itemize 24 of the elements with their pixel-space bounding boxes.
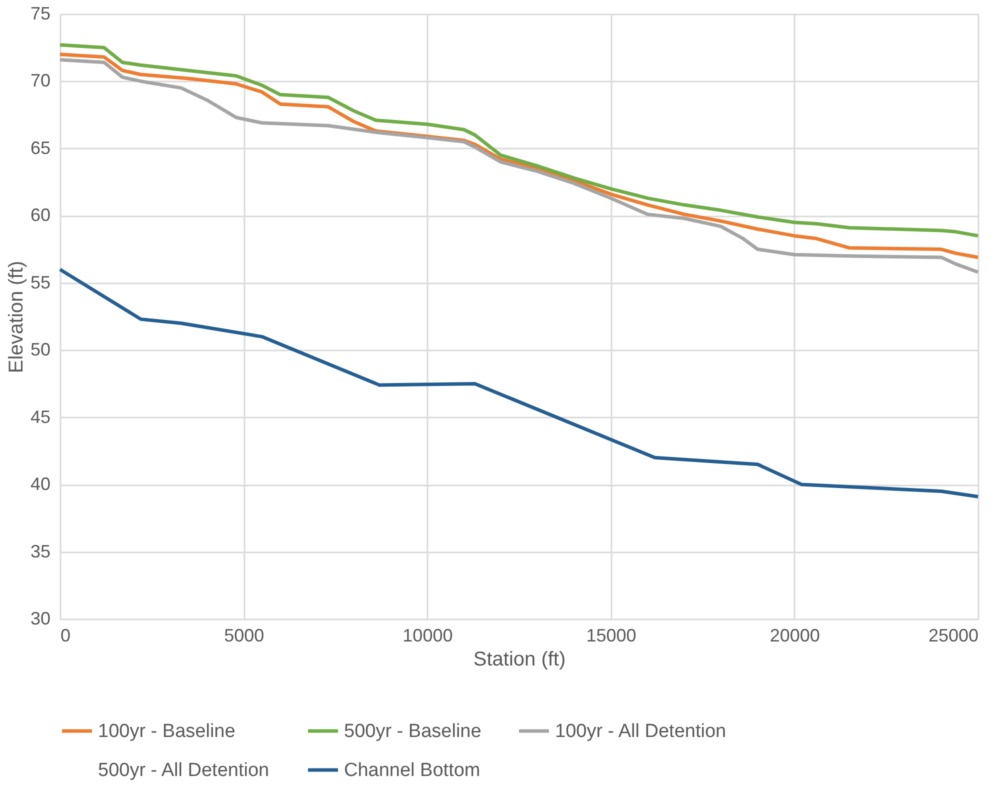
x-tick-label: 15000 bbox=[586, 626, 636, 646]
y-tick-label: 60 bbox=[30, 205, 50, 226]
x-tick-label: 0 bbox=[60, 626, 71, 646]
x-tick-label: 25000 bbox=[928, 626, 978, 646]
x-tick-label: 10000 bbox=[402, 626, 453, 646]
legend-label: 500yr - Baseline bbox=[344, 721, 482, 742]
y-tick-label: 70 bbox=[30, 70, 50, 91]
y-tick-label: 45 bbox=[30, 406, 50, 427]
x-tick-label: 20000 bbox=[770, 626, 820, 646]
y-tick-label: 75 bbox=[30, 4, 50, 24]
y-axis-title: Elevation (ft) bbox=[5, 260, 28, 374]
legend-label: 100yr - Baseline bbox=[98, 721, 236, 742]
y-tick-label: 30 bbox=[30, 608, 50, 628]
y-tick-label: 55 bbox=[30, 272, 50, 292]
x-axis-title: Station (ft) bbox=[473, 648, 566, 670]
legend-label: 100yr - All Detention bbox=[555, 721, 726, 742]
y-tick-label: 35 bbox=[30, 541, 50, 562]
line-series bbox=[58, 268, 980, 498]
y-tick-label: 65 bbox=[30, 138, 50, 158]
legend-label: Channel Bottom bbox=[344, 760, 480, 781]
x-tick-label: 5000 bbox=[224, 626, 264, 646]
text: 500yr - All Detention bbox=[98, 760, 270, 781]
y-tick-label: 40 bbox=[30, 474, 50, 494]
y-tick-label: 50 bbox=[30, 340, 50, 360]
